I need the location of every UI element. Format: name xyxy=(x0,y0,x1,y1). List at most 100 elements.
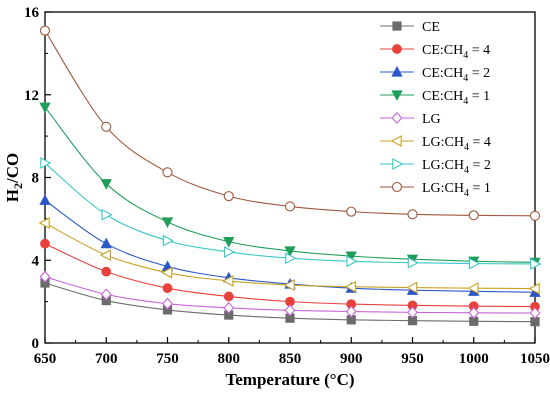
x-tick-label: 900 xyxy=(340,351,363,367)
legend-label: LG xyxy=(422,112,441,127)
y-axis-title-tail: /CO xyxy=(3,153,22,184)
legend-label: LG:CH4 = 1 xyxy=(422,181,491,199)
legend-item-5: LG:CH4 = 4 xyxy=(380,135,491,153)
legend-marker xyxy=(392,21,402,31)
data-point xyxy=(101,208,113,221)
data-point xyxy=(39,270,51,283)
data-point xyxy=(101,266,112,277)
data-point xyxy=(40,157,52,169)
legend-item-1: CE:CH4 = 4 xyxy=(380,43,490,61)
data-point xyxy=(223,191,234,202)
plot-frame xyxy=(44,11,536,344)
data-point xyxy=(344,280,357,293)
data-point xyxy=(529,306,541,320)
legend-item-0: CE xyxy=(380,20,440,35)
data-point xyxy=(468,306,480,319)
data-point xyxy=(346,206,357,217)
data-point xyxy=(39,194,51,205)
series-6 xyxy=(40,157,542,270)
x-tick-label: 750 xyxy=(156,351,179,367)
data-point xyxy=(224,246,236,258)
legend-label: CE:CH4 = 4 xyxy=(422,43,490,61)
legend-label: LG:CH4 = 4 xyxy=(422,135,491,153)
x-tick-label: 650 xyxy=(34,351,57,367)
x-tick-label: 800 xyxy=(218,351,241,367)
data-point xyxy=(528,282,540,295)
x-tick-label: 1050 xyxy=(520,351,550,367)
data-point xyxy=(100,288,112,301)
legend-item-3: CE:CH4 = 1 xyxy=(380,89,490,107)
series-line xyxy=(44,106,536,263)
data-point xyxy=(407,256,419,269)
series-1 xyxy=(40,238,540,312)
legend-label: CE xyxy=(422,20,440,35)
y-axis-title-main: H xyxy=(3,189,22,202)
x-tick-label: 950 xyxy=(401,351,424,367)
series-5 xyxy=(38,217,540,295)
series-7 xyxy=(39,25,541,221)
series-layer xyxy=(38,25,542,327)
data-point xyxy=(101,121,112,132)
legend-item-4: LG xyxy=(380,111,441,127)
legend-marker xyxy=(392,44,402,54)
data-point xyxy=(285,252,297,265)
data-point xyxy=(284,304,296,317)
legend-marker xyxy=(391,111,403,125)
data-point xyxy=(284,201,296,212)
x-tick-label: 850 xyxy=(279,351,302,367)
data-point xyxy=(407,209,418,220)
data-point xyxy=(223,237,235,248)
data-point xyxy=(468,257,481,270)
y-axis-title: H2/CO xyxy=(3,153,25,202)
data-point xyxy=(406,281,418,294)
legend-marker xyxy=(391,181,403,193)
data-point xyxy=(223,301,235,314)
data-point xyxy=(39,102,51,114)
data-point xyxy=(100,179,112,190)
data-point xyxy=(100,237,112,249)
legend-item-7: LG:CH4 = 1 xyxy=(380,181,491,199)
y-tick-label: 8 xyxy=(32,171,40,187)
data-point xyxy=(467,282,479,295)
data-point xyxy=(283,279,295,291)
data-point xyxy=(529,210,541,221)
legend-label: CE:CH4 = 2 xyxy=(422,66,490,84)
data-point xyxy=(530,258,542,270)
x-tick-label: 700 xyxy=(95,351,118,367)
data-point xyxy=(284,246,296,257)
x-axis-title: Temperature (°C) xyxy=(225,370,354,389)
legend-marker xyxy=(392,158,404,170)
data-point xyxy=(346,255,358,268)
data-point xyxy=(39,25,51,36)
data-point xyxy=(162,297,173,310)
y-tick-label: 16 xyxy=(24,5,40,21)
legend-item-6: LG:CH4 = 2 xyxy=(380,158,491,176)
legend-marker xyxy=(391,90,403,102)
data-point xyxy=(222,275,234,287)
data-point xyxy=(162,234,174,247)
data-point xyxy=(40,238,50,249)
y-tick-label: 4 xyxy=(32,253,40,269)
data-point xyxy=(161,266,173,279)
data-point xyxy=(161,217,174,229)
y-tick-label: 0 xyxy=(32,336,40,352)
series-4 xyxy=(39,270,541,320)
y-tick-label: 12 xyxy=(24,88,39,104)
series-3 xyxy=(39,102,541,269)
legend-label: CE:CH4 = 1 xyxy=(422,89,490,107)
legend-marker xyxy=(390,135,402,147)
data-point xyxy=(345,305,357,318)
data-point xyxy=(223,291,234,302)
data-point xyxy=(99,249,111,261)
axes: 650 700 750 800 850 900 950 1000 1050 0 4 8 12 16 xyxy=(24,5,550,367)
series-0 xyxy=(40,278,540,327)
data-point xyxy=(38,217,50,229)
data-point xyxy=(162,167,173,178)
legend-item-2: CE:CH4 = 2 xyxy=(380,65,490,84)
legend-label: LG:CH4 = 2 xyxy=(422,158,491,176)
data-point xyxy=(407,306,418,319)
data-point xyxy=(468,210,479,221)
data-point xyxy=(162,283,173,294)
legend-marker xyxy=(391,65,403,77)
